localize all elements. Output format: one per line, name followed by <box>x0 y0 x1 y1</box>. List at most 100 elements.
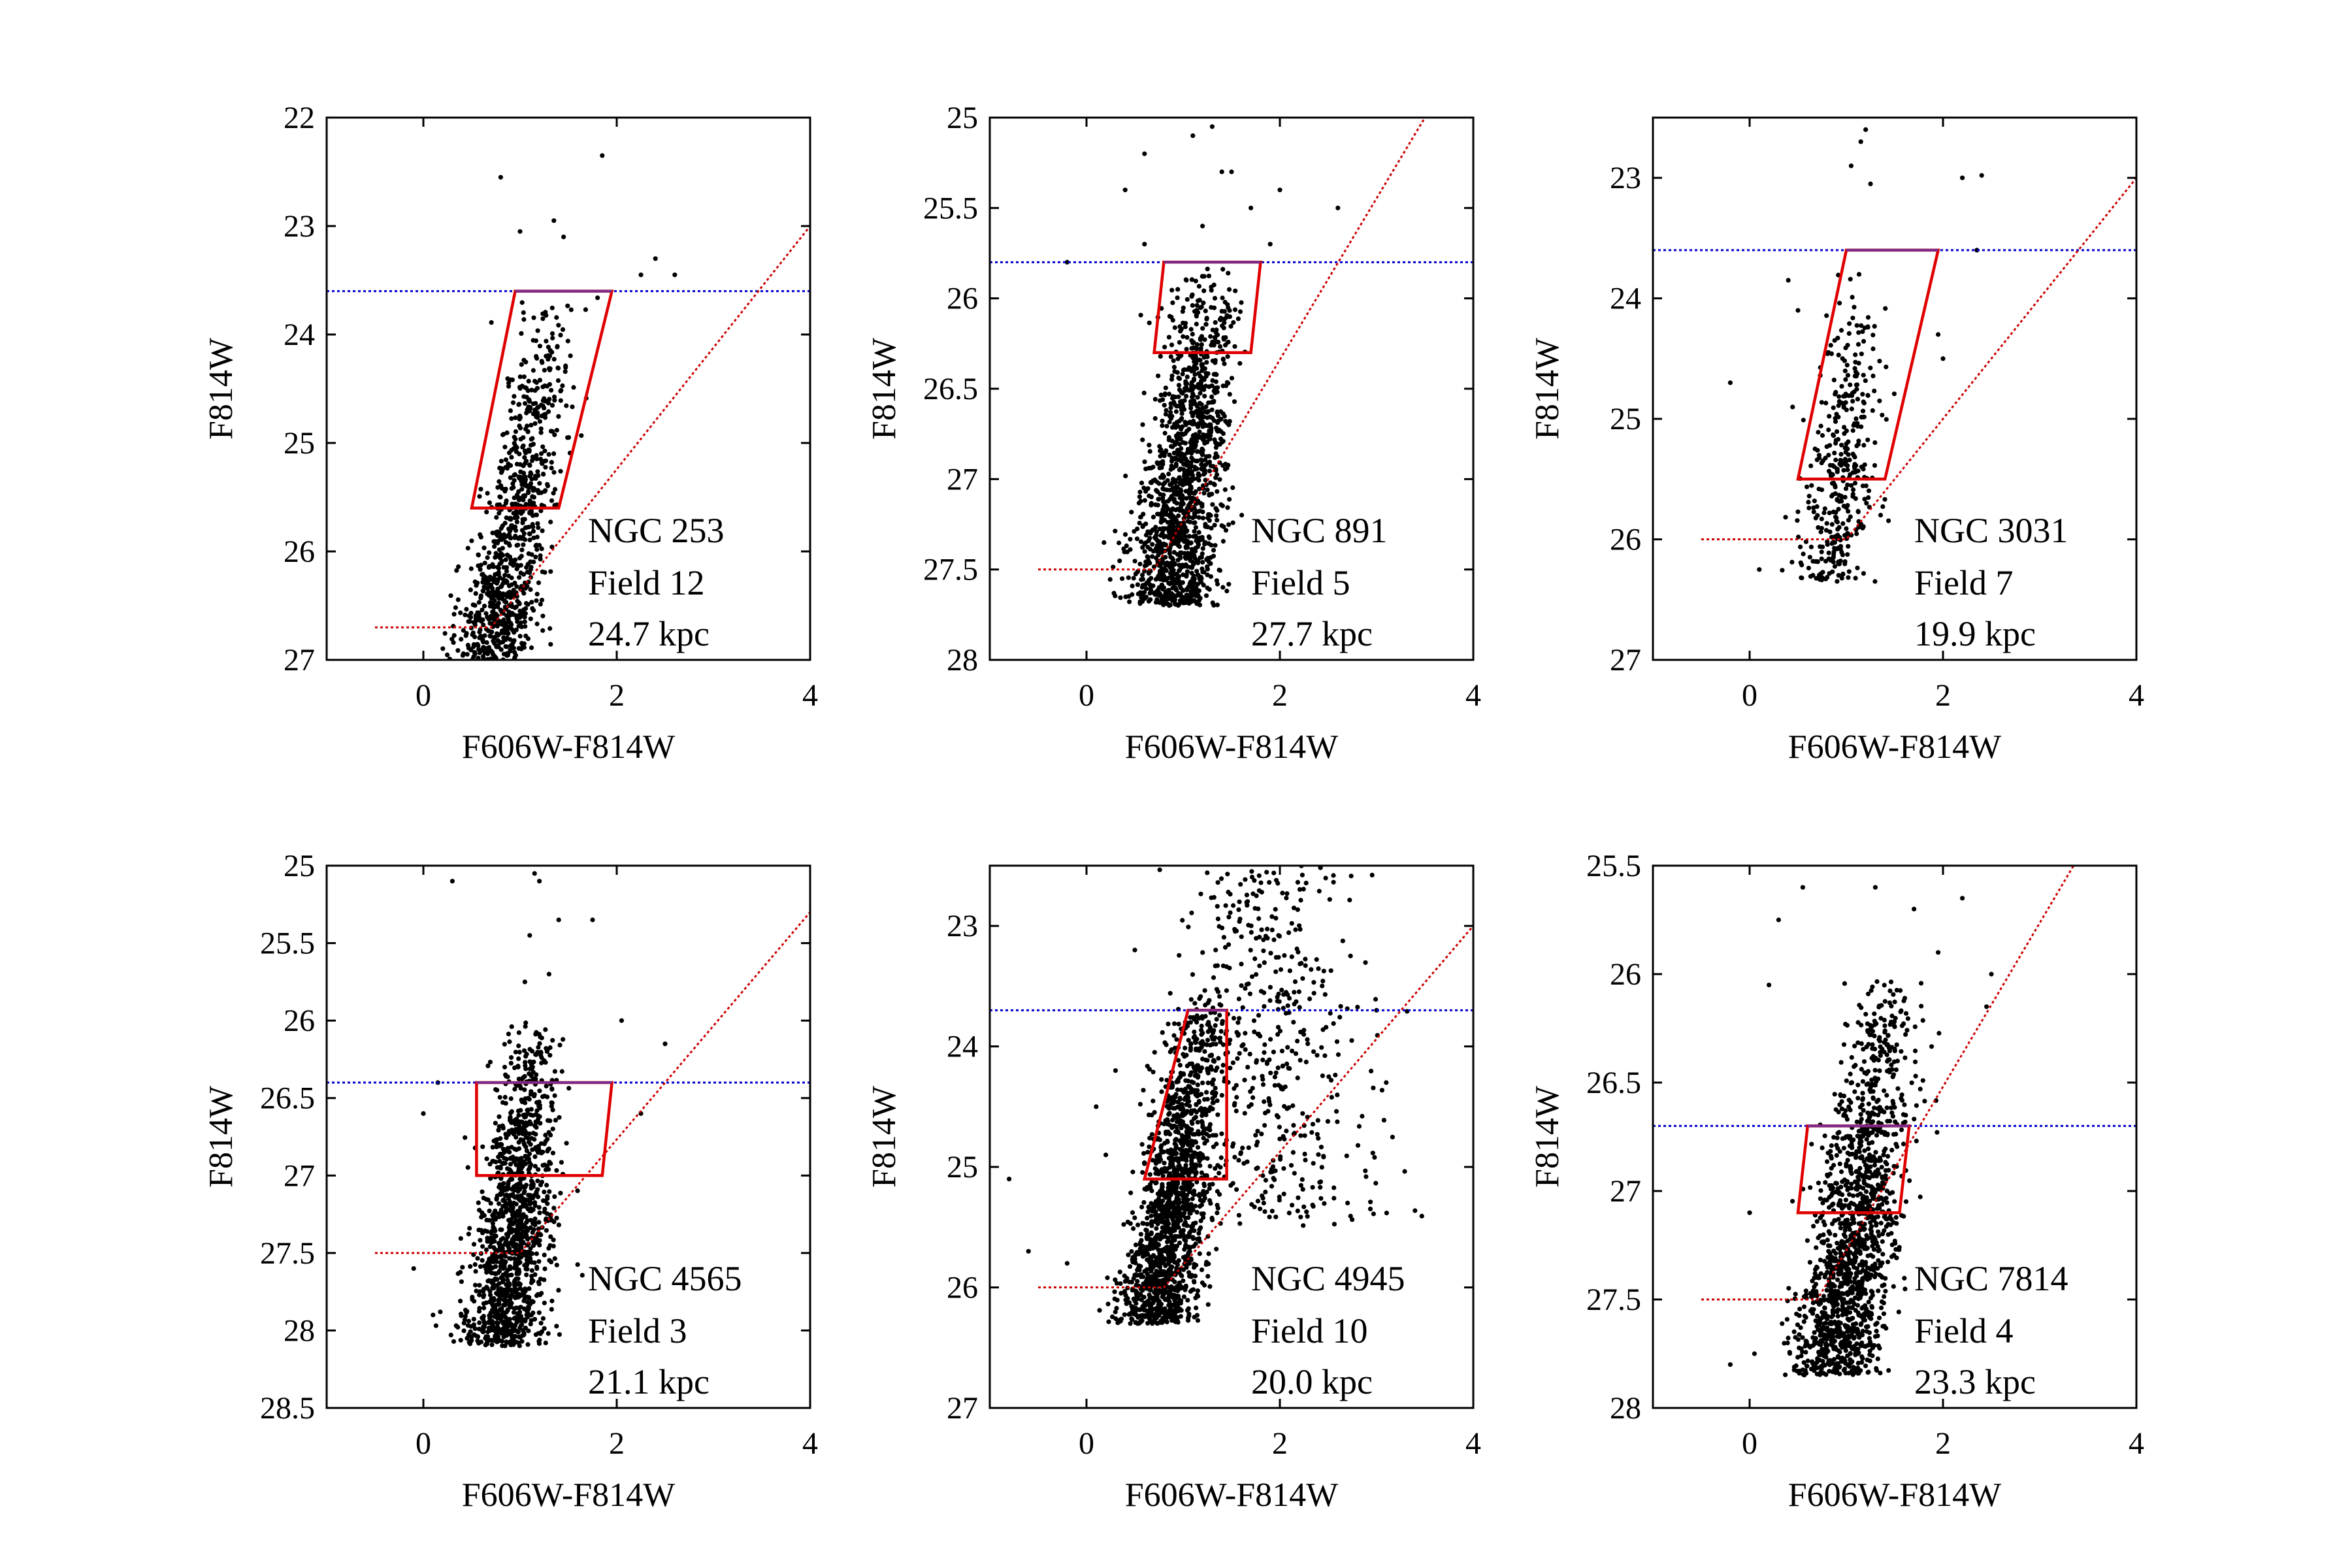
star-point <box>1122 188 1128 193</box>
star-point <box>1861 571 1866 576</box>
star-point <box>517 1314 523 1319</box>
star-point <box>528 442 534 448</box>
star-point <box>506 1293 511 1298</box>
star-point <box>1834 519 1839 524</box>
star-point <box>549 387 554 393</box>
star-point <box>1144 586 1149 591</box>
star-point <box>528 1246 533 1251</box>
star-point <box>500 467 505 472</box>
star-point <box>524 1148 530 1153</box>
star-point <box>1169 579 1175 584</box>
star-point <box>442 630 448 636</box>
star-point <box>1866 495 1871 500</box>
star-point <box>1190 340 1196 346</box>
star-point <box>501 630 506 635</box>
star-point <box>512 1200 517 1205</box>
star-point <box>1166 498 1171 504</box>
star-point <box>556 1288 561 1293</box>
star-point <box>1210 502 1215 507</box>
star-point <box>466 645 472 651</box>
star-point <box>485 1260 491 1266</box>
star-point <box>510 1193 515 1198</box>
star-point <box>1133 1320 1138 1325</box>
star-point <box>1143 532 1149 538</box>
star-point <box>514 535 519 540</box>
star-point <box>477 494 482 499</box>
star-point <box>1185 447 1190 452</box>
star-point <box>1209 407 1215 412</box>
star-point <box>1184 393 1189 399</box>
star-point <box>1132 559 1137 564</box>
star-point <box>1200 368 1205 374</box>
star-point <box>1215 517 1220 523</box>
star-point <box>1842 559 1848 564</box>
star-point <box>1196 433 1201 439</box>
star-point <box>514 528 519 533</box>
star-point <box>1208 334 1213 339</box>
star-point <box>540 360 545 365</box>
star-point <box>485 578 491 583</box>
star-point <box>1168 405 1173 410</box>
star-point <box>500 486 505 491</box>
star-point <box>1177 442 1183 447</box>
star-point <box>485 1286 490 1291</box>
star-point <box>1227 497 1232 502</box>
star-point <box>1208 574 1213 580</box>
star-point <box>1209 525 1214 531</box>
star-point <box>448 593 453 598</box>
star-point <box>554 427 560 433</box>
star-point <box>529 1313 534 1318</box>
star-point <box>1147 561 1152 566</box>
star-point <box>508 475 514 480</box>
star-point <box>529 1089 534 1094</box>
star-point <box>480 638 485 644</box>
star-point <box>522 494 527 499</box>
star-point <box>488 1311 493 1316</box>
star-point <box>1199 1267 1205 1273</box>
star-point <box>516 474 521 480</box>
star-point <box>1196 424 1201 429</box>
star-point <box>1206 273 1211 278</box>
star-point <box>560 383 565 389</box>
star-point <box>1171 358 1176 363</box>
star-point <box>496 1270 501 1275</box>
star-point <box>512 434 517 440</box>
star-point <box>496 600 501 606</box>
star-point <box>1860 391 1865 397</box>
star-point <box>484 1156 489 1162</box>
star-point <box>1211 547 1217 553</box>
star-point <box>1158 392 1164 398</box>
star-point <box>1859 424 1864 429</box>
star-point <box>475 1256 480 1261</box>
star-point <box>468 587 473 593</box>
star-point <box>534 1030 539 1035</box>
star-point <box>1212 295 1218 301</box>
star-point <box>490 1145 495 1150</box>
star-point <box>1204 1090 1209 1095</box>
star-point <box>508 463 514 468</box>
star-point <box>1195 581 1200 587</box>
star-point <box>1194 568 1200 574</box>
star-point <box>472 603 478 608</box>
star-point <box>515 1237 521 1242</box>
star-point <box>1154 555 1159 561</box>
star-point <box>487 633 493 639</box>
star-point <box>1201 377 1207 382</box>
star-point <box>505 1277 510 1283</box>
star-point <box>478 567 483 572</box>
x-axis-label: F606W-F814W <box>1788 728 2001 766</box>
star-point <box>534 456 540 462</box>
star-point <box>551 218 557 223</box>
star-point <box>1826 550 1831 555</box>
star-point <box>1856 438 1861 444</box>
star-point <box>1850 295 1855 300</box>
field-name: Field 5 <box>1251 563 1350 602</box>
star-point <box>411 1266 416 1271</box>
star-point <box>1162 502 1167 508</box>
star-point <box>552 1194 557 1200</box>
star-point <box>1865 315 1871 320</box>
star-point <box>1157 398 1163 403</box>
star-point <box>525 1342 531 1347</box>
star-point <box>471 654 476 659</box>
star-point <box>542 415 548 420</box>
